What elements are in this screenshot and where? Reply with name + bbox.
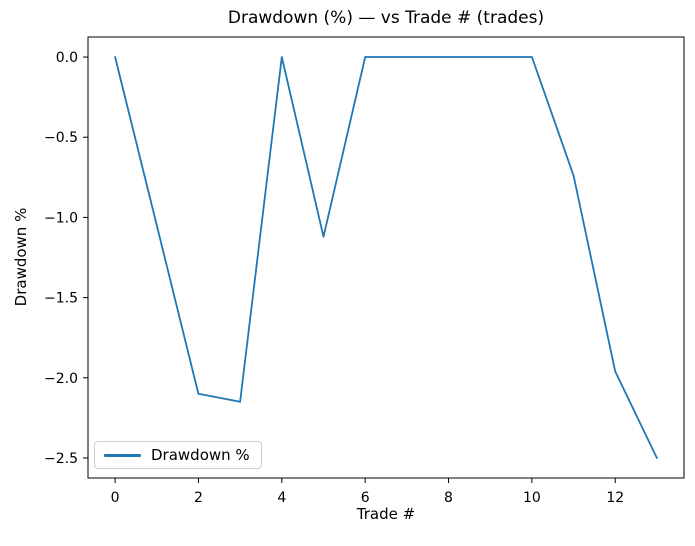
x-tick-label: 6 (361, 490, 370, 506)
x-tick-label: 0 (111, 490, 120, 506)
drawdown-line (114, 56, 658, 459)
y-tick-label: −0.5 (44, 130, 78, 146)
chart-title: Drawdown (%) — vs Trade # (trades) (227, 8, 545, 28)
x-tick-label: 10 (523, 490, 541, 506)
x-tick-label: 12 (606, 490, 624, 506)
legend-label: Drawdown % (151, 446, 250, 464)
x-tick-label: 4 (277, 490, 286, 506)
y-tick-label: −1.5 (44, 291, 78, 307)
legend-line-sample (104, 453, 141, 457)
x-tick-label: 8 (444, 490, 453, 506)
legend: Drawdown % (94, 441, 262, 469)
axes-frame (87, 36, 685, 479)
x-axis-label: Trade # (356, 505, 416, 523)
y-tick-label: −1.0 (44, 210, 78, 226)
y-tick-label: −2.0 (44, 371, 78, 387)
y-tick-label: −2.5 (44, 451, 78, 467)
x-tick-label: 2 (194, 490, 203, 506)
y-tick-label: 0.0 (56, 50, 78, 66)
